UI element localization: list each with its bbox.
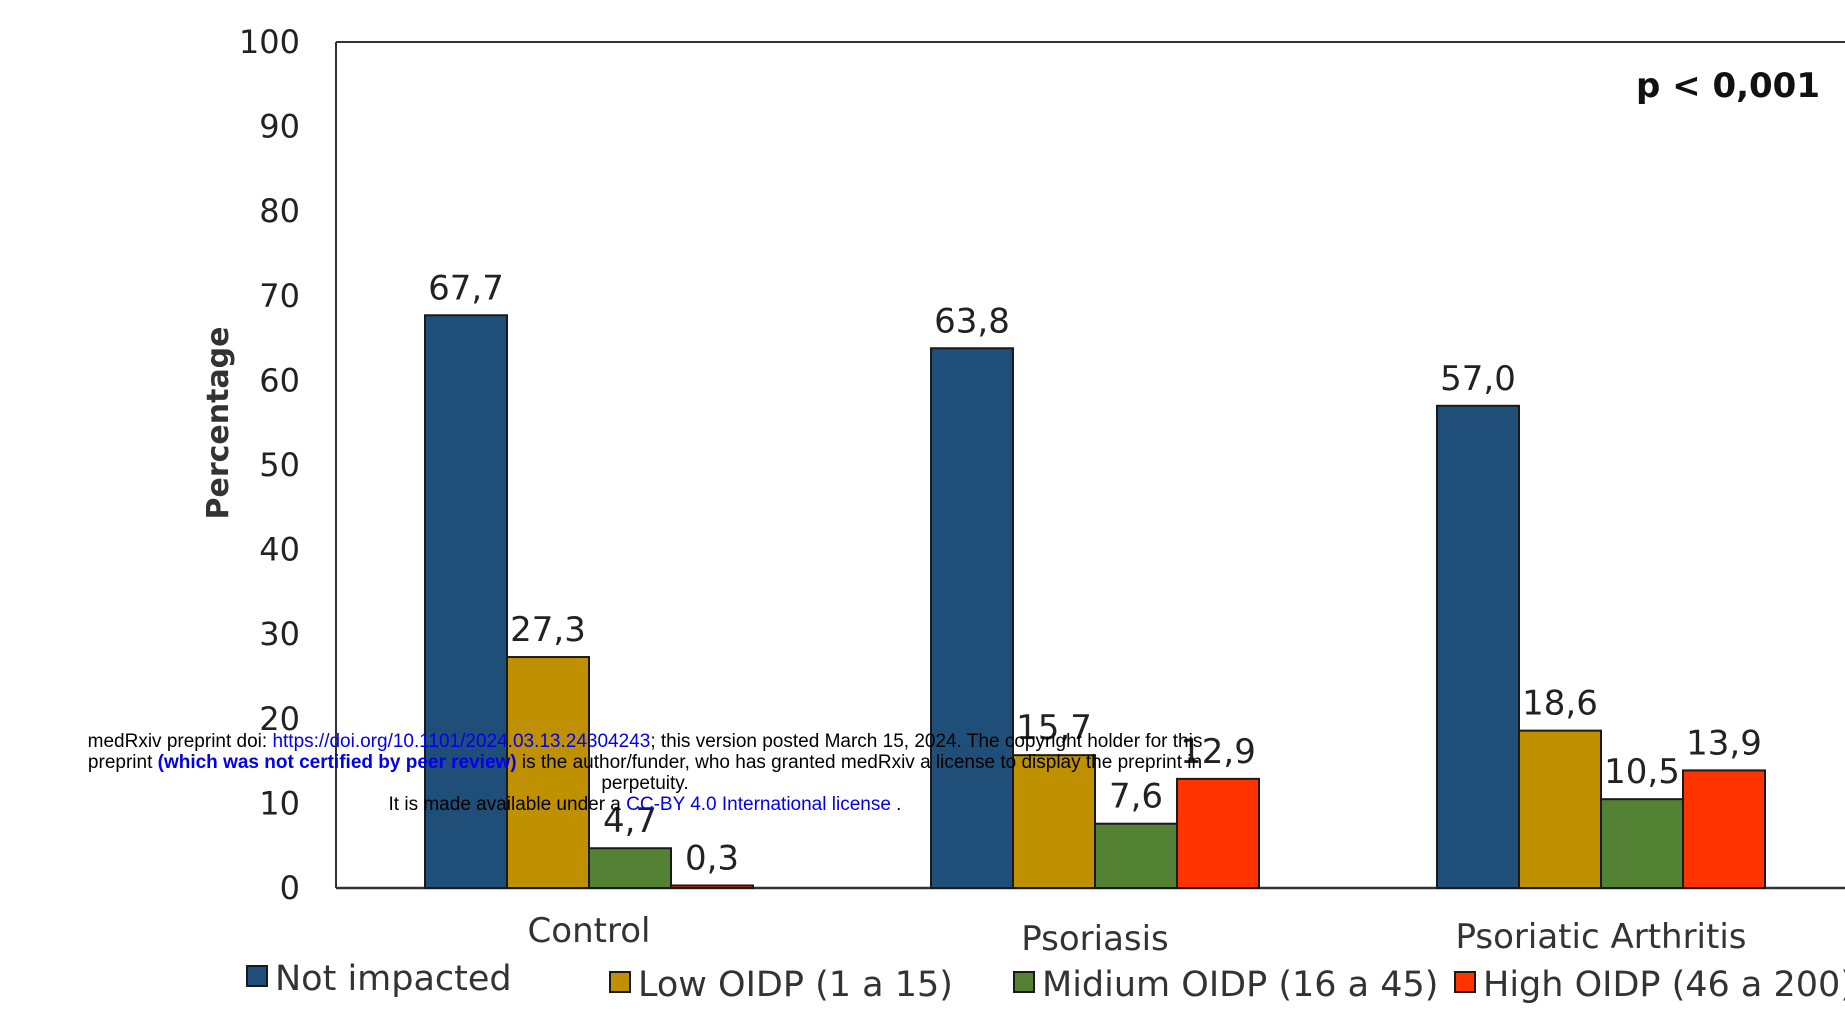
x-tick-label: Psoriasis (1021, 919, 1169, 959)
y-tick-label: 100 (239, 23, 300, 61)
x-tick-label: Control (528, 911, 651, 951)
bars: 67,7 27,3 4,7 0,3 63,8 15,7 7,6 12,9 57,0 18,610,… (424, 268, 1766, 890)
bar (670, 884, 754, 889)
doi-link[interactable]: https://doi.org/10.1101/2024.03.13.24304… (272, 731, 651, 752)
y-tick-label: 30 (259, 615, 300, 653)
legend-swatch (1013, 971, 1035, 993)
data-label: 10,5 (1604, 752, 1680, 792)
medrxiv-watermark: medRxiv preprint doi: https://doi.org/10… (0, 731, 1290, 815)
y-axis-label: Percentage (201, 326, 236, 519)
bar (930, 347, 1014, 889)
bar (1682, 769, 1766, 890)
data-label: 63,8 (934, 301, 1010, 341)
legend-label: Not impacted (275, 959, 512, 999)
legend-swatch (1454, 971, 1476, 993)
data-label: 18,6 (1522, 684, 1598, 724)
bar (424, 314, 508, 889)
y-tick-label: 90 (259, 108, 300, 146)
legend-label: Low OIDP (1 a 15) (638, 965, 953, 1005)
legend: Not impacted Low OIDP (1 a 15) Midium OIDP… (246, 959, 1845, 1005)
axes: 0 10 20 30 40 50 60 70 80 90 100 Control Psoriasis Ps… (239, 23, 1845, 959)
legend-swatch (246, 965, 268, 987)
bar (1518, 729, 1602, 889)
data-label: 27,3 (510, 610, 586, 650)
y-tick-label: 20 (259, 700, 300, 738)
bar (1436, 404, 1520, 889)
data-label: 4,7 (603, 801, 657, 841)
y-tick-label: 10 (259, 784, 300, 822)
legend-label: High OIDP (46 a 200) (1483, 965, 1845, 1005)
watermark-perpetuity: perpetuity. (601, 773, 689, 794)
watermark-end: . (890, 794, 902, 815)
data-label: 57,0 (1440, 359, 1516, 399)
legend-label: Midium OIDP (16 a 45) (1042, 965, 1438, 1005)
bar (588, 847, 672, 889)
watermark-prefix: medRxiv preprint doi: (87, 731, 273, 752)
bar (1012, 754, 1096, 889)
legend-swatch (609, 971, 631, 993)
watermark-posted: ; this version posted March 15, 2024. Th… (650, 731, 1203, 752)
data-label: 12,9 (1180, 732, 1256, 772)
watermark-preprint: preprint (87, 752, 158, 773)
data-label: 13,9 (1686, 723, 1762, 763)
watermark-license-text: is the author/funder, who has granted me… (516, 752, 1203, 773)
license-link[interactable]: CC-BY 4.0 International license (626, 794, 891, 815)
data-label: 67,7 (428, 268, 504, 308)
y-tick-label: 60 (259, 361, 300, 399)
y-tick-label: 0 (280, 869, 300, 907)
y-tick-label: 70 (259, 277, 300, 315)
y-tick-label: 40 (259, 531, 300, 569)
peer-review-link[interactable]: (which was not certified by peer review) (157, 752, 517, 773)
watermark-available: It is made available under a (388, 794, 627, 815)
bar (1094, 822, 1178, 889)
data-label: 7,6 (1109, 777, 1163, 817)
data-label: 0,3 (685, 838, 739, 878)
y-tick-label: 80 (259, 192, 300, 230)
y-tick-label: 50 (259, 446, 300, 484)
x-tick-label: Psoriatic Arthritis (1456, 917, 1747, 957)
bar (506, 656, 590, 889)
p-value-annotation: p < 0,001 (1636, 66, 1820, 106)
bar (1600, 798, 1684, 889)
data-label: 15,7 (1016, 708, 1092, 748)
bar (1176, 777, 1260, 890)
